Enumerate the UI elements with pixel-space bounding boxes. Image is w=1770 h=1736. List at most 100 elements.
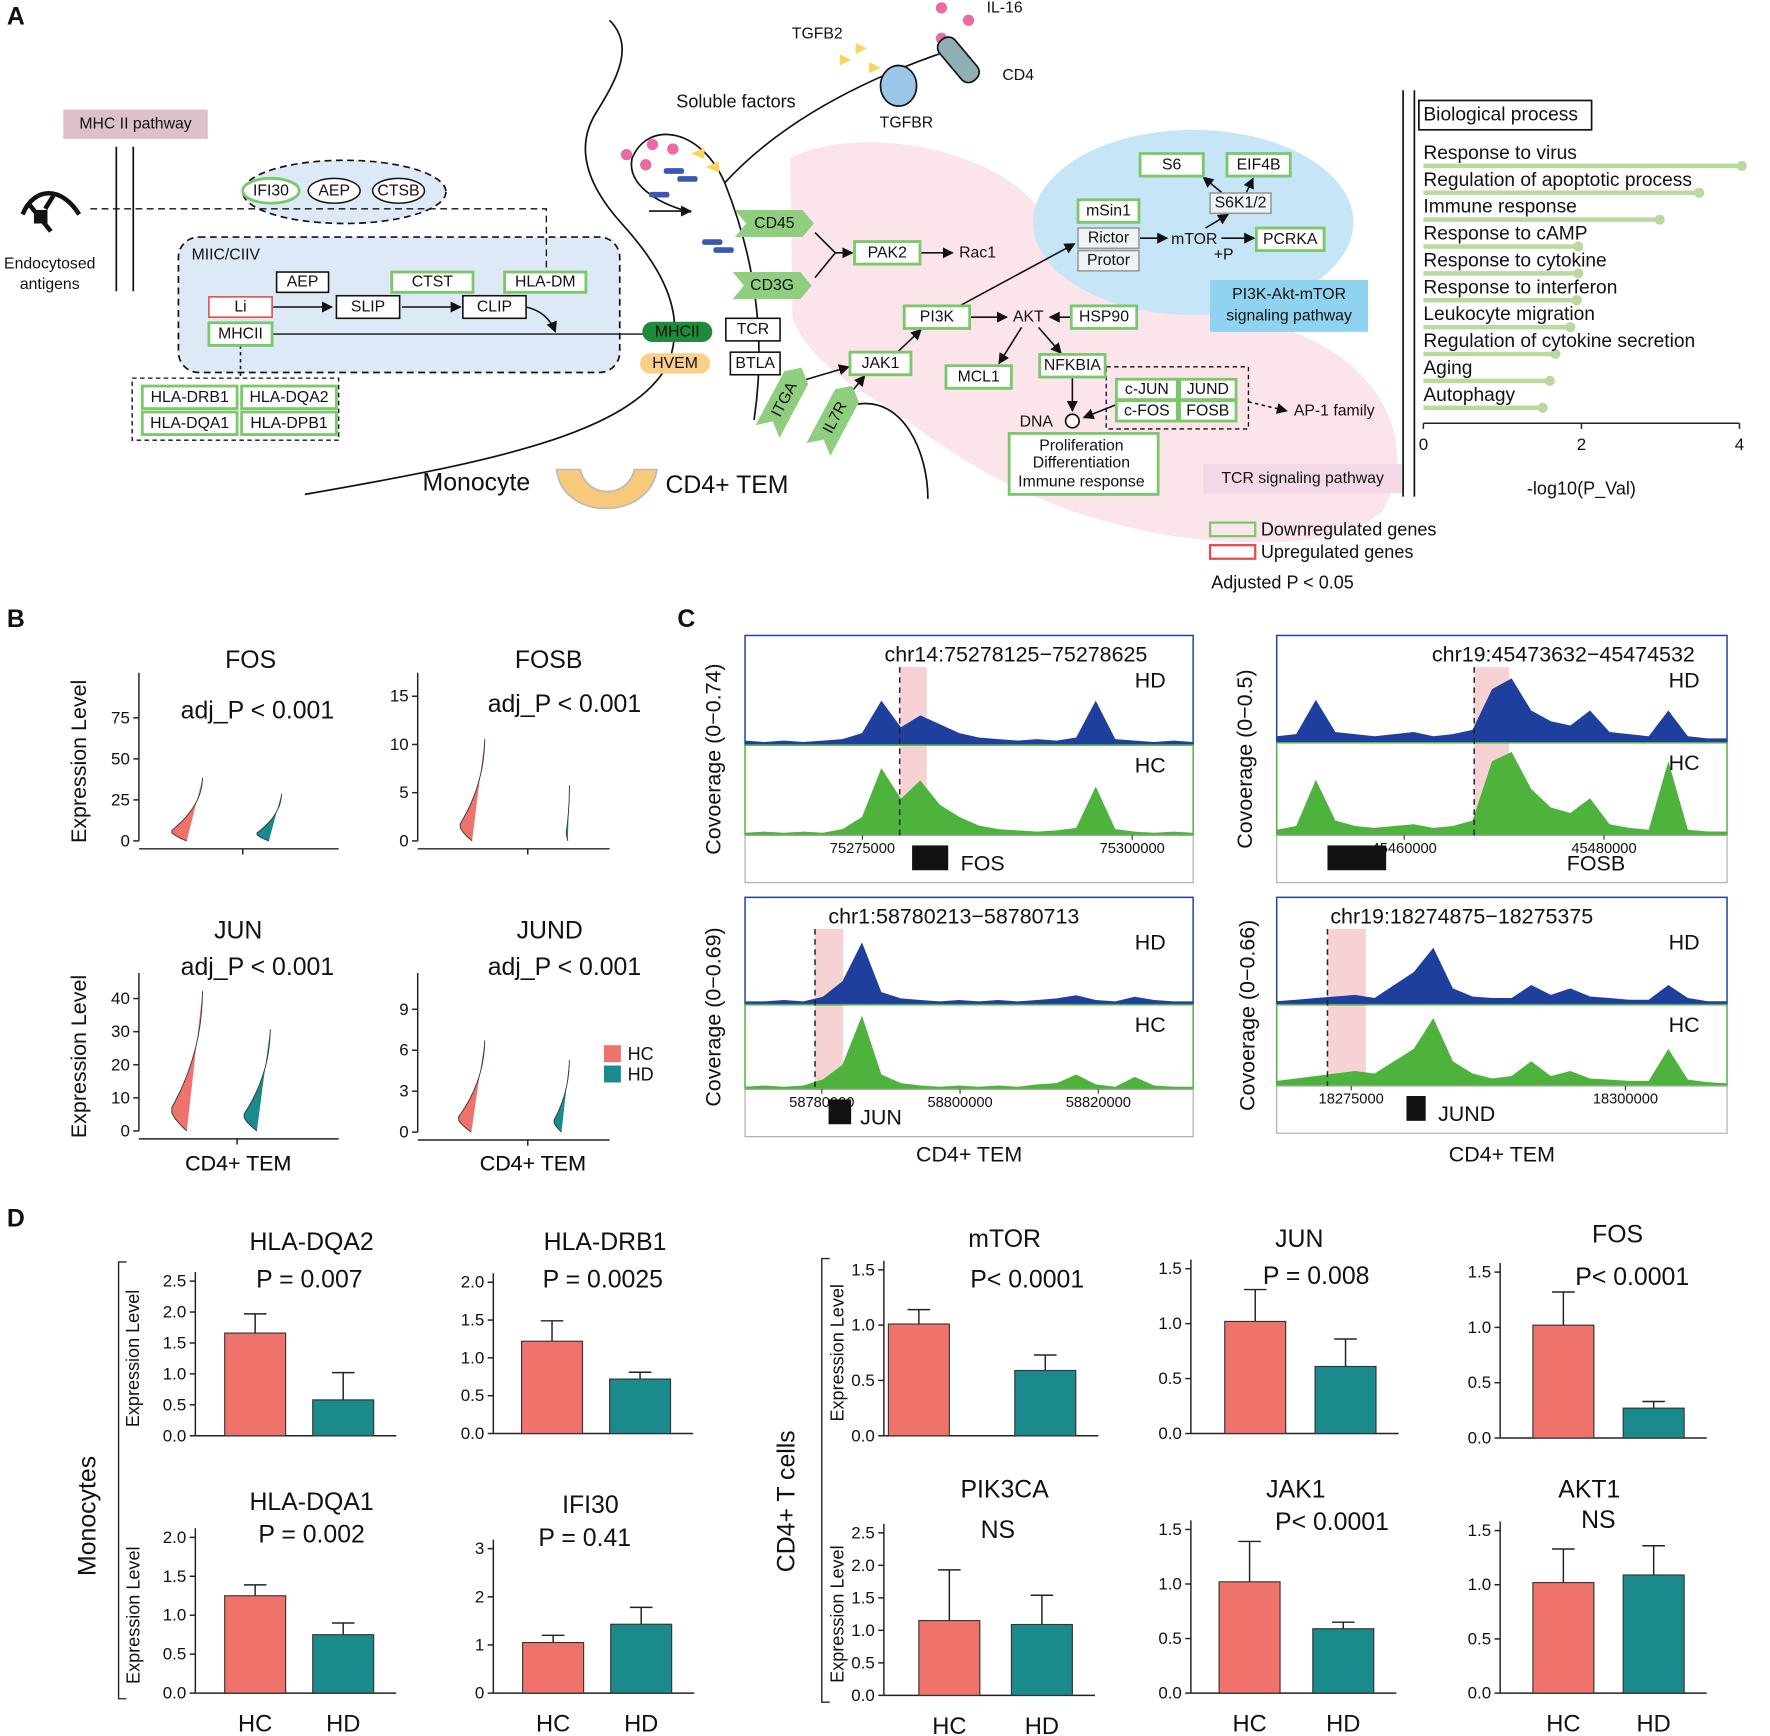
lollipop-dot xyxy=(1537,402,1548,413)
coverage-area xyxy=(745,768,1194,836)
gene-box xyxy=(1178,399,1238,423)
y-axis-label: Expression Level xyxy=(828,1284,848,1421)
bar xyxy=(1622,1574,1685,1694)
bar xyxy=(1224,1320,1287,1435)
diagram-label: c-JUN xyxy=(1125,381,1169,398)
y-tick-label: 0.5 xyxy=(1468,1373,1492,1392)
chart-subtitle: P = 0.007 xyxy=(256,1266,363,1293)
x-tick-label: HC xyxy=(1546,1712,1580,1736)
chart-title: JAK1 xyxy=(1266,1476,1325,1503)
bio-process-frame xyxy=(1402,90,1593,497)
gene-box xyxy=(1225,152,1292,178)
y-tick-label: 1.0 xyxy=(851,1316,875,1335)
diagram-label: Soluble factors xyxy=(676,92,795,112)
region-label: chr19:18274875−18275375 xyxy=(1330,905,1593,929)
gene-name: JUN xyxy=(860,1105,902,1129)
chart-title: JUND xyxy=(517,918,583,945)
diagram-decor xyxy=(20,2,1398,543)
chart-title: IFI30 xyxy=(562,1492,619,1519)
chart-subtitle: adj_P < 0.001 xyxy=(488,691,641,718)
category-label: Response to cytokine xyxy=(1423,250,1606,271)
chart-title: JUN xyxy=(214,918,262,945)
x-tick-label: 75275000 xyxy=(830,841,895,857)
diagram-label: AEP xyxy=(318,182,350,199)
y-tick-label: 0.5 xyxy=(461,1386,485,1405)
y-tick-label: 0.0 xyxy=(1158,1424,1182,1443)
x-tick-label: 0 xyxy=(1419,435,1428,454)
track-name: HD xyxy=(1669,669,1700,693)
diagram-label: S6K1/2 xyxy=(1215,195,1267,212)
diagram-label: antigens xyxy=(20,276,80,293)
y-axis-label: Expression Level xyxy=(123,1290,143,1427)
chart-subtitle: adj_P < 0.001 xyxy=(488,954,641,981)
gene-box xyxy=(1138,152,1205,178)
legend-swatch xyxy=(1208,521,1257,538)
gene-box xyxy=(1254,226,1326,252)
y-tick-label: 25 xyxy=(111,790,130,809)
diagram-label: PI3K-Akt-mTOR xyxy=(1232,286,1346,303)
gene-box xyxy=(1209,192,1272,215)
category-label: Leukocyte migration xyxy=(1423,304,1595,325)
legend-swatch xyxy=(1208,544,1257,560)
y-tick-label: 1.0 xyxy=(461,1348,485,1367)
diagram-label: TCR signaling pathway xyxy=(1221,470,1384,487)
diagram-label: EIF4B xyxy=(1237,156,1281,173)
x-tick-label: HD xyxy=(1637,1712,1671,1736)
y-tick-label: 0.0 xyxy=(1468,1684,1492,1703)
y-tick-label: 0.5 xyxy=(1158,1629,1182,1648)
x-tick-label: HD xyxy=(326,1712,360,1736)
diagram-label: c-FOS xyxy=(1124,402,1170,419)
y-tick-label: 20 xyxy=(111,1055,130,1074)
y-tick-label: 1.0 xyxy=(163,1606,187,1625)
violin xyxy=(243,1029,271,1132)
y-axis-label: Expression Level xyxy=(123,1547,143,1684)
gene-box xyxy=(335,294,401,320)
x-tick-label: HD xyxy=(624,1712,658,1736)
category-label: Autophagy xyxy=(1423,385,1515,406)
diagram-label: SLIP xyxy=(351,299,385,316)
diagram-label: Immune response xyxy=(1018,473,1145,490)
y-tick-label: 1.0 xyxy=(851,1621,875,1640)
diagram-label: Monocyte xyxy=(423,470,531,497)
x-tick-label: 75300000 xyxy=(1100,841,1165,857)
gene-box xyxy=(729,351,781,376)
diagram-label: TGFB2 xyxy=(792,25,843,42)
diagram-label: CD4 xyxy=(1002,67,1034,84)
y-tick-label: 1.0 xyxy=(163,1364,187,1383)
diagram-label: CLIP xyxy=(477,299,512,316)
region-label: chr19:45473632−45474532 xyxy=(1432,643,1695,667)
y-tick-label: 2.0 xyxy=(851,1556,875,1575)
chart-title: Biological process xyxy=(1423,105,1578,126)
legend-label: HC xyxy=(628,1044,654,1064)
gene-name: FOS xyxy=(961,851,1005,875)
diagram-label: PI3K xyxy=(920,309,955,326)
track-name: HC xyxy=(1669,751,1700,775)
group-brackets xyxy=(117,1257,830,1703)
diagram-label: mTOR xyxy=(1171,231,1217,248)
category-label: Aging xyxy=(1423,358,1472,379)
gene-ellipse xyxy=(307,177,361,204)
diagram-label: Proliferation xyxy=(1039,437,1123,454)
diagram-arrows xyxy=(239,176,1288,420)
diagram-label: CTSB xyxy=(377,182,419,199)
gene-box xyxy=(902,304,972,330)
violin xyxy=(458,1040,486,1133)
diagram-label: PCRKA xyxy=(1263,231,1318,248)
y-tick-label: 3 xyxy=(475,1539,484,1558)
y-tick-label: 1.5 xyxy=(1158,1520,1182,1539)
legend-label: HD xyxy=(628,1065,654,1085)
y-tick-label: 0 xyxy=(475,1684,484,1703)
x-tick-label: 45460000 xyxy=(1372,841,1437,857)
chart-subtitle: P = 0.41 xyxy=(538,1525,631,1552)
y-tick-label: 6 xyxy=(399,1041,408,1060)
y-axis-label: Expression Level xyxy=(67,680,91,843)
x-tick-label: HC xyxy=(932,1714,966,1736)
category-label: Response to virus xyxy=(1423,143,1576,164)
x-tick-label: HC xyxy=(536,1712,570,1736)
bar xyxy=(609,1378,672,1435)
diagram-label: BTLA xyxy=(735,355,775,372)
gene-box xyxy=(1114,399,1179,423)
lollipop-dot xyxy=(1654,214,1665,225)
bar xyxy=(520,1340,584,1435)
